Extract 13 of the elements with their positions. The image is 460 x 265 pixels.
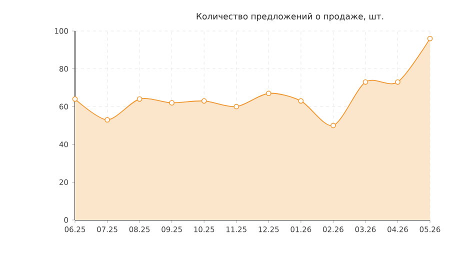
- point: [169, 100, 175, 106]
- point: [298, 98, 304, 104]
- point: [104, 117, 110, 123]
- point: [330, 122, 336, 128]
- point: [136, 96, 142, 102]
- point: [362, 79, 368, 85]
- point: [266, 90, 272, 96]
- point: [395, 79, 400, 85]
- point: [234, 104, 240, 110]
- point: [201, 98, 207, 104]
- point: [72, 96, 78, 102]
- chart-title: Количество предложений о продаже, шт.: [196, 12, 384, 22]
- point: [427, 36, 433, 42]
